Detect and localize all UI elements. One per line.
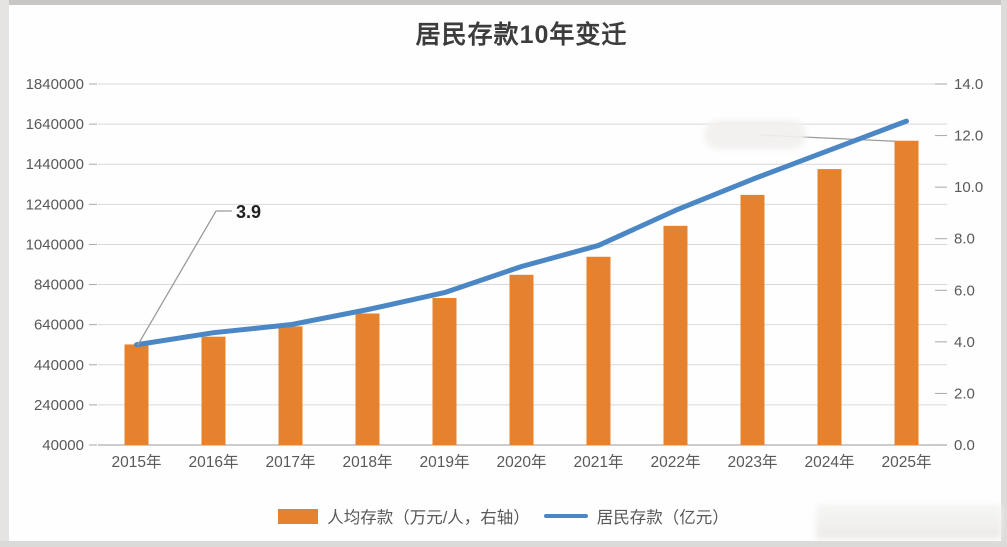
y-axis-left-tick-label: 1640000 [26, 116, 84, 133]
legend: 人均存款（万元/人，右轴） 居民存款（亿元） [0, 504, 1007, 528]
y-axis-left-tick-label: 1240000 [26, 196, 84, 213]
page-edge-left [0, 0, 9, 547]
x-axis-label: 2020年 [497, 453, 547, 471]
y-axis-right-tick-label: 6.0 [954, 282, 975, 299]
y-axis-left-tick-label: 440000 [34, 357, 84, 374]
y-axis-right-tick-label: 0.0 [954, 437, 975, 454]
annotation-leader-line [136, 210, 232, 346]
y-axis-left-tick-label: 1040000 [26, 236, 84, 253]
bar-2022年 [663, 225, 688, 445]
bar-2024年 [817, 169, 842, 446]
legend-label-bar-series: 人均存款（万元/人，右轴） [327, 509, 530, 527]
y-axis-left-tick-label: 1840000 [26, 76, 84, 93]
x-axis-label: 2023年 [728, 453, 778, 471]
legend-item-bar-series: 人均存款（万元/人，右轴） [278, 504, 530, 528]
x-axis-label: 2022年 [651, 453, 701, 471]
bar-2018年 [355, 313, 380, 445]
bar-2021年 [586, 256, 611, 445]
x-axis-label: 2025年 [882, 453, 932, 471]
legend-item-line-series: 居民存款（亿元） [543, 504, 729, 528]
bar-2017年 [278, 326, 303, 445]
legend-swatch-bar [278, 508, 319, 524]
legend-swatch-line [543, 514, 588, 518]
bar-2025年 [894, 140, 919, 445]
page-edge-bottom [0, 541, 1007, 547]
bar-2019年 [432, 298, 457, 445]
page-edge-top [0, 0, 1007, 5]
chart-title: 居民存款10年变迁 [415, 21, 628, 49]
x-axis-label: 2017年 [266, 453, 316, 471]
line-series [134, 118, 909, 348]
y-axis-left-tick-label: 640000 [34, 317, 84, 334]
y-axis-right-tick-label: 8.0 [954, 231, 975, 248]
y-axis-left-tick-label: 840000 [34, 277, 84, 294]
bar-2023年 [740, 194, 765, 445]
y-axis-right-tick-label: 14.0 [954, 76, 983, 93]
x-axis-label: 2021年 [574, 453, 624, 471]
y-axis-right-tick-label: 2.0 [954, 385, 975, 402]
x-axis-label: 2015年 [112, 453, 162, 471]
y-axis-left-tick-label: 1440000 [26, 156, 84, 173]
bar-2016年 [201, 336, 226, 445]
y-axis-right-tick-label: 10.0 [954, 179, 983, 196]
y-axis-right-tick-label: 12.0 [954, 128, 983, 145]
x-axis-label: 2016年 [189, 453, 239, 471]
watermark-blur [816, 505, 1002, 539]
bar-2020年 [509, 274, 534, 445]
x-axis-label: 2019年 [420, 453, 470, 471]
bar-2015年 [124, 344, 149, 445]
page-edge-right [1001, 0, 1007, 547]
y-axis-right-tick-label: 4.0 [954, 334, 975, 351]
x-axis-label: 2018年 [343, 453, 393, 471]
erased-label-patch [704, 120, 806, 149]
x-axis-label: 2024年 [805, 453, 855, 471]
legend-label-line-series: 居民存款（亿元） [596, 509, 729, 527]
y-axis-left-tick-label: 40000 [42, 437, 84, 454]
annotation-label: 3.9 [236, 202, 261, 222]
y-axis-left-tick-label: 240000 [34, 397, 84, 414]
